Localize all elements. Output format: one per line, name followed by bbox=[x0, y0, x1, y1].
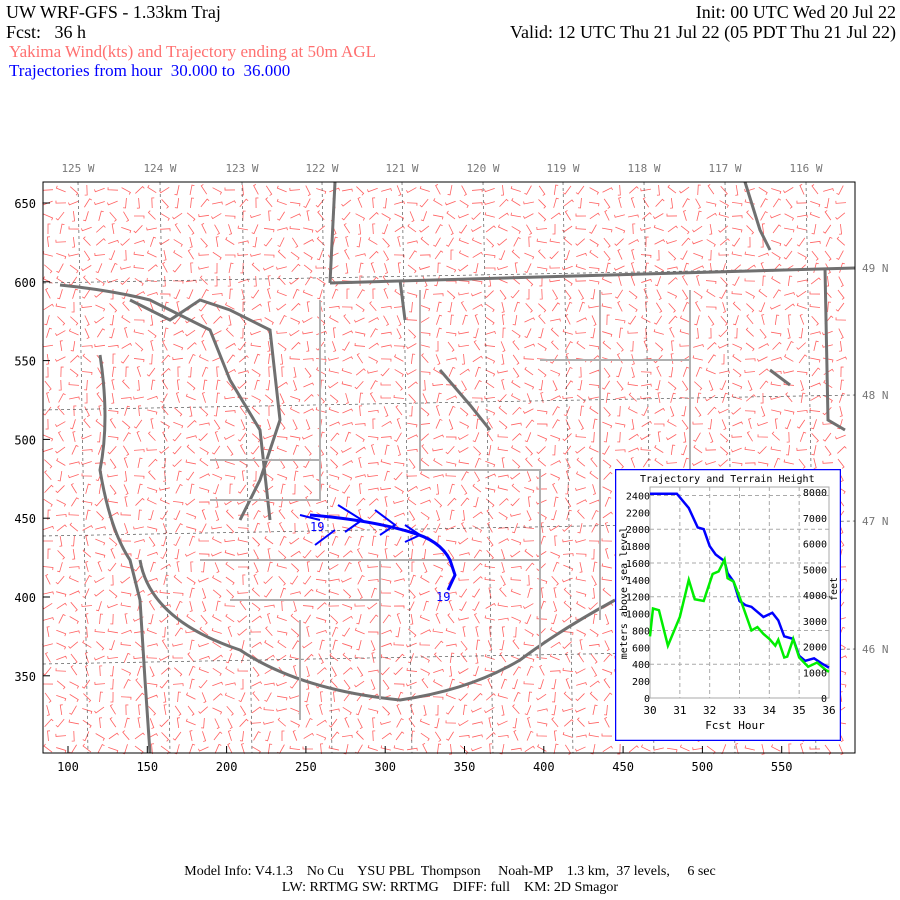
model-title: UW WRF-GFS - 1.33km Traj bbox=[6, 2, 221, 22]
left-tick-label: 650 bbox=[14, 197, 36, 211]
right-latitude-label: 49 N bbox=[862, 262, 889, 275]
bottom-tick-label: 150 bbox=[136, 760, 158, 774]
trajectory-end-label: 19 bbox=[436, 590, 450, 604]
bottom-tick-label: 200 bbox=[216, 760, 238, 774]
y-tick-label: 800 bbox=[632, 626, 650, 637]
valid-time: Valid: 12 UTC Thu 21 Jul 22 (05 PDT Thu … bbox=[509, 22, 896, 42]
x-tick-label: 34 bbox=[763, 704, 777, 717]
bottom-tick-label: 300 bbox=[374, 760, 396, 774]
y-right-tick-label: 7000 bbox=[803, 514, 827, 525]
left-tick-label: 550 bbox=[14, 355, 36, 369]
y-axis-label: meters above sea level bbox=[619, 527, 630, 659]
trajectory-terrain-chart: Trajectory and Terrain Height 30 31 32 33 34… bbox=[615, 469, 841, 741]
left-tick-label: 350 bbox=[14, 670, 36, 684]
y-tick-label: 0 bbox=[644, 694, 650, 705]
y-right-tick-label: 2000 bbox=[803, 643, 827, 654]
y-tick-label: 2400 bbox=[626, 491, 650, 502]
top-longitude-label: 120 W bbox=[466, 162, 499, 175]
coastline bbox=[59, 181, 791, 754]
county-lines bbox=[200, 290, 691, 720]
top-longitude-label: 121 W bbox=[385, 162, 418, 175]
y-tick-label: 2000 bbox=[626, 525, 650, 536]
subtitle-trajectory: Trajectories from hour 30.000 to 36.000 bbox=[9, 61, 291, 80]
map-frame bbox=[42, 181, 856, 754]
y-right-tick-label: 8000 bbox=[803, 488, 827, 499]
top-longitude-label: 116 W bbox=[789, 162, 822, 175]
map: 19 19 125 W 124 W 123 W 122 W 121 W 120 W 119 … bbox=[14, 162, 888, 774]
bottom-tick-label: 450 bbox=[612, 760, 634, 774]
x-tick-label: 35 bbox=[793, 704, 806, 717]
right-latitude-label: 47 N bbox=[862, 515, 889, 528]
y-right-tick-label: 6000 bbox=[803, 540, 827, 551]
top-longitude-label: 119 W bbox=[546, 162, 579, 175]
y-right-tick-label: 0 bbox=[821, 694, 827, 705]
y-tick-label: 1600 bbox=[626, 559, 650, 570]
y-tick-label: 1000 bbox=[626, 610, 650, 621]
state-borders bbox=[138, 181, 856, 702]
y-right-tick-label: 1000 bbox=[803, 668, 827, 679]
x-axis-label: Fcst Hour bbox=[705, 719, 765, 732]
forecast-hour: Fcst: 36 h bbox=[6, 22, 87, 42]
top-longitude-label: 122 W bbox=[305, 162, 338, 175]
y-right-axis-label: feet bbox=[829, 577, 840, 601]
right-latitude-label: 46 N bbox=[862, 643, 889, 656]
top-longitude-label: 118 W bbox=[627, 162, 660, 175]
bottom-tick-label: 100 bbox=[57, 760, 79, 774]
left-tick-label: 500 bbox=[14, 433, 36, 447]
y-right-tick-label: 4000 bbox=[803, 591, 827, 602]
left-tick-label: 400 bbox=[14, 591, 36, 605]
map-axes: 125 W 124 W 123 W 122 W 121 W 120 W 119 W 118 W… bbox=[14, 162, 888, 774]
top-longitude-label: 123 W bbox=[225, 162, 258, 175]
y-tick-label: 1200 bbox=[626, 593, 650, 604]
y-tick-label: 1400 bbox=[626, 576, 650, 587]
left-tick-label: 450 bbox=[14, 512, 36, 526]
top-longitude-label: 124 W bbox=[143, 162, 176, 175]
model-info-line1: Model Info: V4.1.3 No Cu YSU PBL Thompso… bbox=[184, 864, 716, 879]
y-right-tick-label: 5000 bbox=[803, 565, 827, 576]
x-tick-label: 33 bbox=[733, 704, 746, 717]
y-right-tick-label: 3000 bbox=[803, 617, 827, 628]
subtitle-wind: Yakima Wind(kts) and Trajectory ending a… bbox=[9, 42, 376, 61]
bottom-tick-label: 500 bbox=[692, 760, 714, 774]
bottom-tick-label: 400 bbox=[533, 760, 555, 774]
top-longitude-label: 117 W bbox=[708, 162, 741, 175]
x-tick-label: 36 bbox=[822, 704, 835, 717]
x-tick-label: 32 bbox=[703, 704, 716, 717]
top-longitude-label: 125 W bbox=[61, 162, 94, 175]
bottom-tick-label: 350 bbox=[454, 760, 476, 774]
y-tick-label: 1800 bbox=[626, 542, 650, 553]
y-tick-label: 600 bbox=[632, 643, 650, 654]
trajectory-start-label: 19 bbox=[310, 520, 324, 534]
y-tick-label: 400 bbox=[632, 660, 650, 671]
trajectories bbox=[299, 504, 457, 591]
bottom-tick-label: 550 bbox=[771, 760, 793, 774]
wind-barbs bbox=[42, 184, 847, 755]
terrain-height-line bbox=[648, 555, 830, 673]
trajectory-height-line bbox=[650, 492, 830, 669]
init-time: Init: 00 UTC Wed 20 Jul 22 bbox=[695, 2, 896, 22]
x-tick-label: 30 bbox=[643, 704, 656, 717]
x-tick-label: 31 bbox=[673, 704, 686, 717]
right-latitude-label: 48 N bbox=[862, 389, 889, 402]
bottom-tick-label: 250 bbox=[295, 760, 317, 774]
model-info-line2: LW: RRTMG SW: RRTMG DIFF: full KM: 2D Sm… bbox=[281, 880, 619, 895]
y-tick-label: 2200 bbox=[626, 508, 650, 519]
chart-title: Trajectory and Terrain Height bbox=[640, 474, 815, 485]
left-tick-label: 600 bbox=[14, 276, 36, 290]
y-tick-label: 200 bbox=[632, 677, 650, 688]
